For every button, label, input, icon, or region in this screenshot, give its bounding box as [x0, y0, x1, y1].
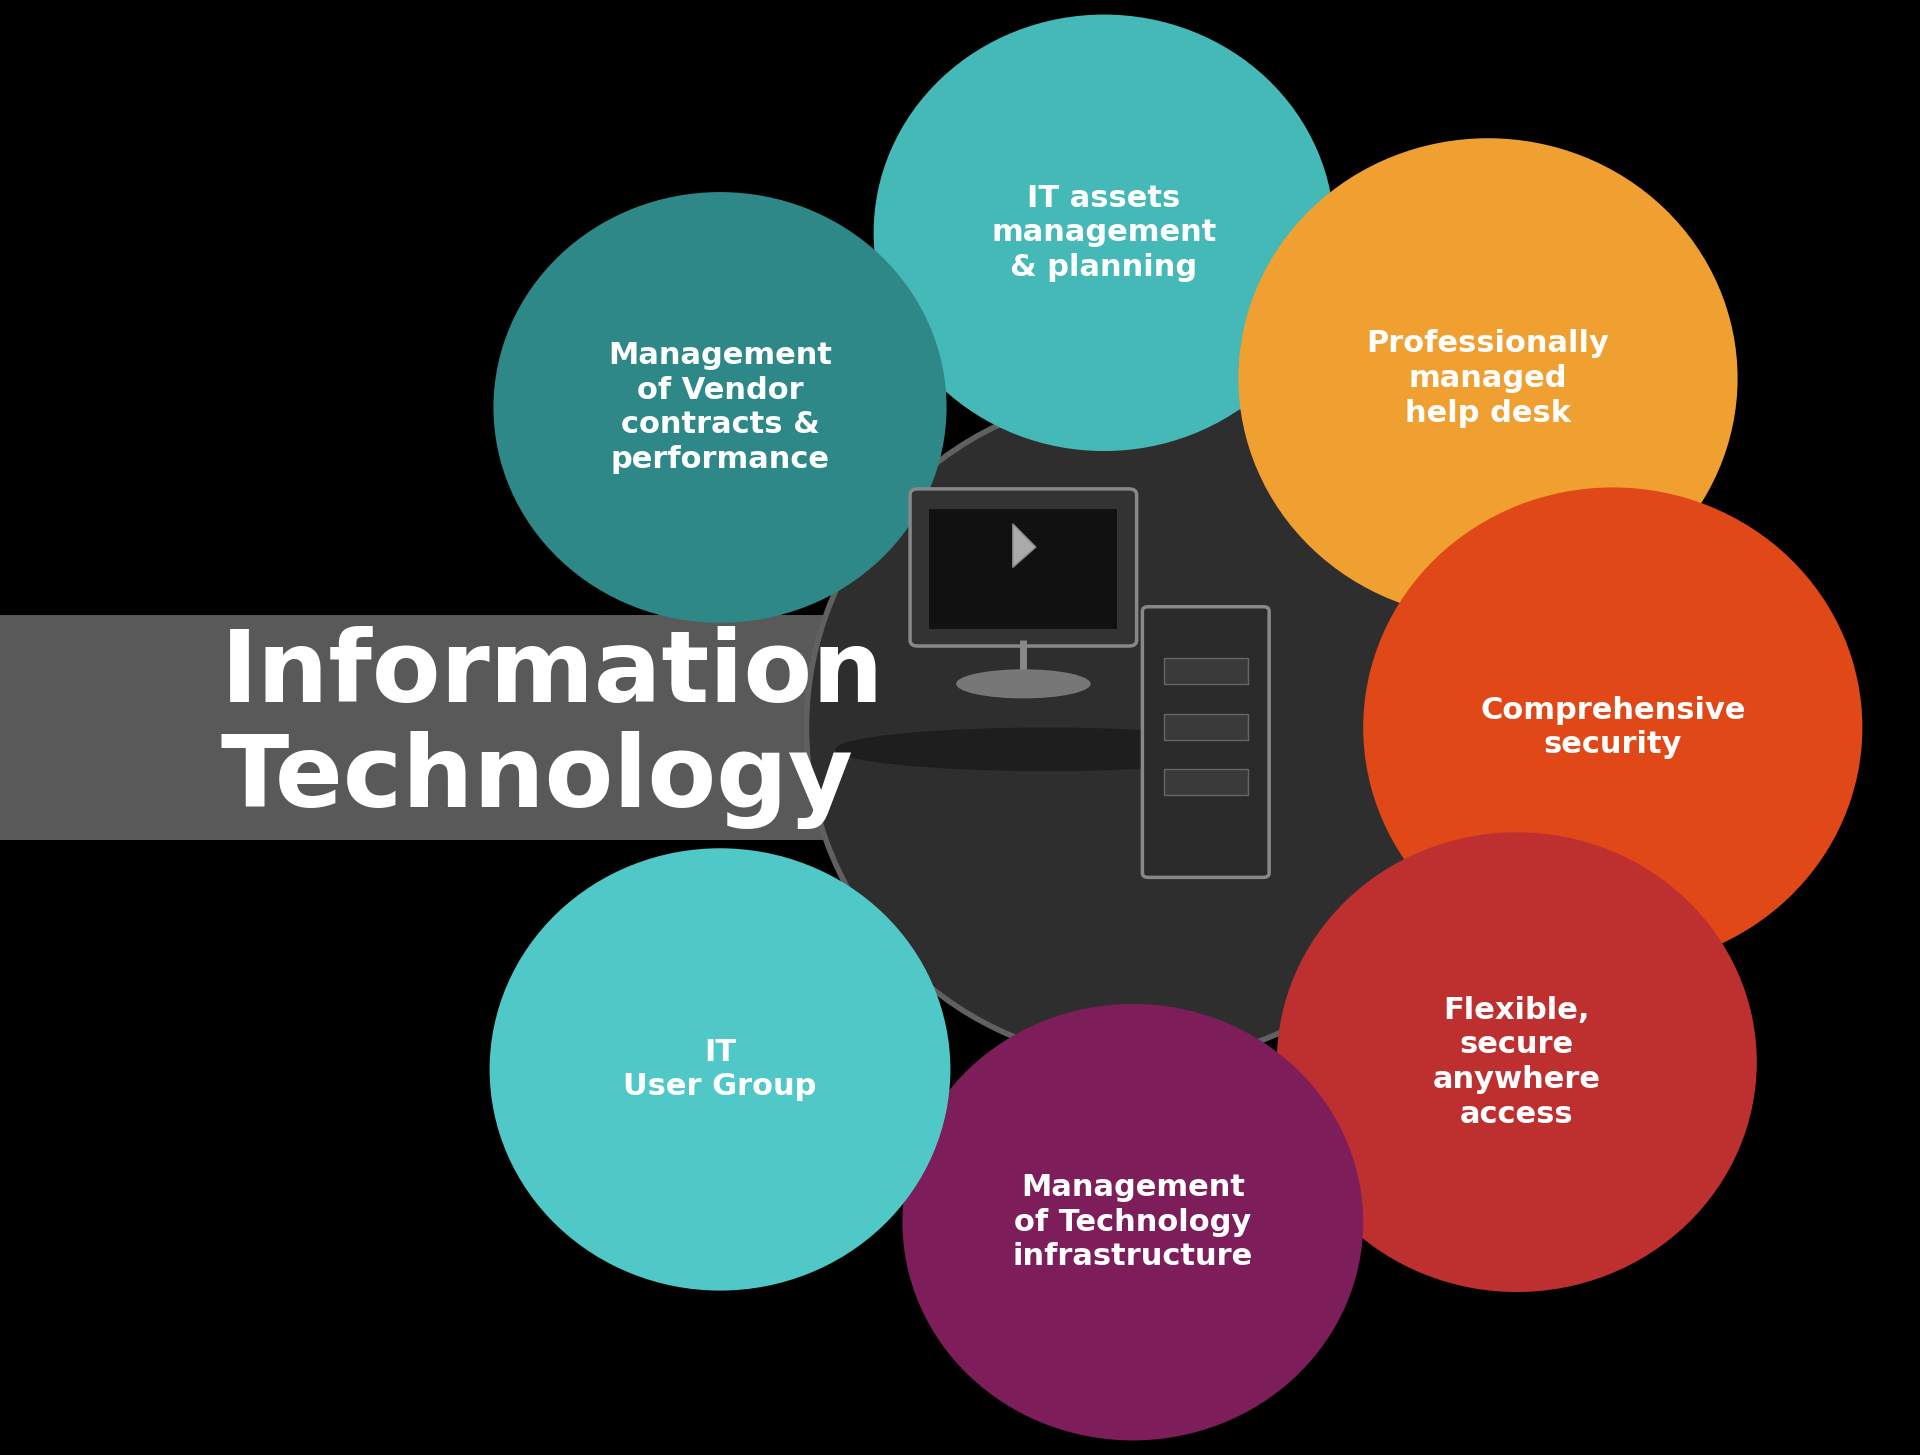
Text: Management
of Vendor
contracts &
performance: Management of Vendor contracts & perform… — [609, 340, 831, 474]
Polygon shape — [1014, 524, 1037, 567]
Text: IT assets
management
& planning: IT assets management & planning — [991, 183, 1217, 282]
Ellipse shape — [1363, 487, 1862, 968]
FancyBboxPatch shape — [0, 614, 1142, 841]
Ellipse shape — [956, 669, 1091, 698]
FancyBboxPatch shape — [1164, 658, 1248, 684]
FancyBboxPatch shape — [1164, 768, 1248, 794]
Ellipse shape — [490, 848, 950, 1291]
Ellipse shape — [806, 393, 1478, 1062]
Ellipse shape — [902, 1004, 1363, 1440]
FancyBboxPatch shape — [929, 509, 1117, 629]
Text: Professionally
managed
help desk: Professionally managed help desk — [1367, 329, 1609, 428]
Ellipse shape — [835, 728, 1258, 771]
Ellipse shape — [493, 192, 947, 623]
Text: Information
Technology: Information Technology — [221, 626, 885, 829]
Text: Comprehensive
security: Comprehensive security — [1480, 695, 1745, 760]
Text: IT
User Group: IT User Group — [624, 1037, 816, 1101]
Text: Flexible,
secure
anywhere
access: Flexible, secure anywhere access — [1432, 995, 1601, 1129]
Text: Management
of Technology
infrastructure: Management of Technology infrastructure — [1012, 1173, 1254, 1272]
FancyBboxPatch shape — [1142, 607, 1269, 877]
Ellipse shape — [1277, 832, 1757, 1292]
Ellipse shape — [874, 15, 1334, 451]
FancyBboxPatch shape — [910, 489, 1137, 646]
Ellipse shape — [1238, 138, 1738, 618]
FancyBboxPatch shape — [1164, 713, 1248, 739]
